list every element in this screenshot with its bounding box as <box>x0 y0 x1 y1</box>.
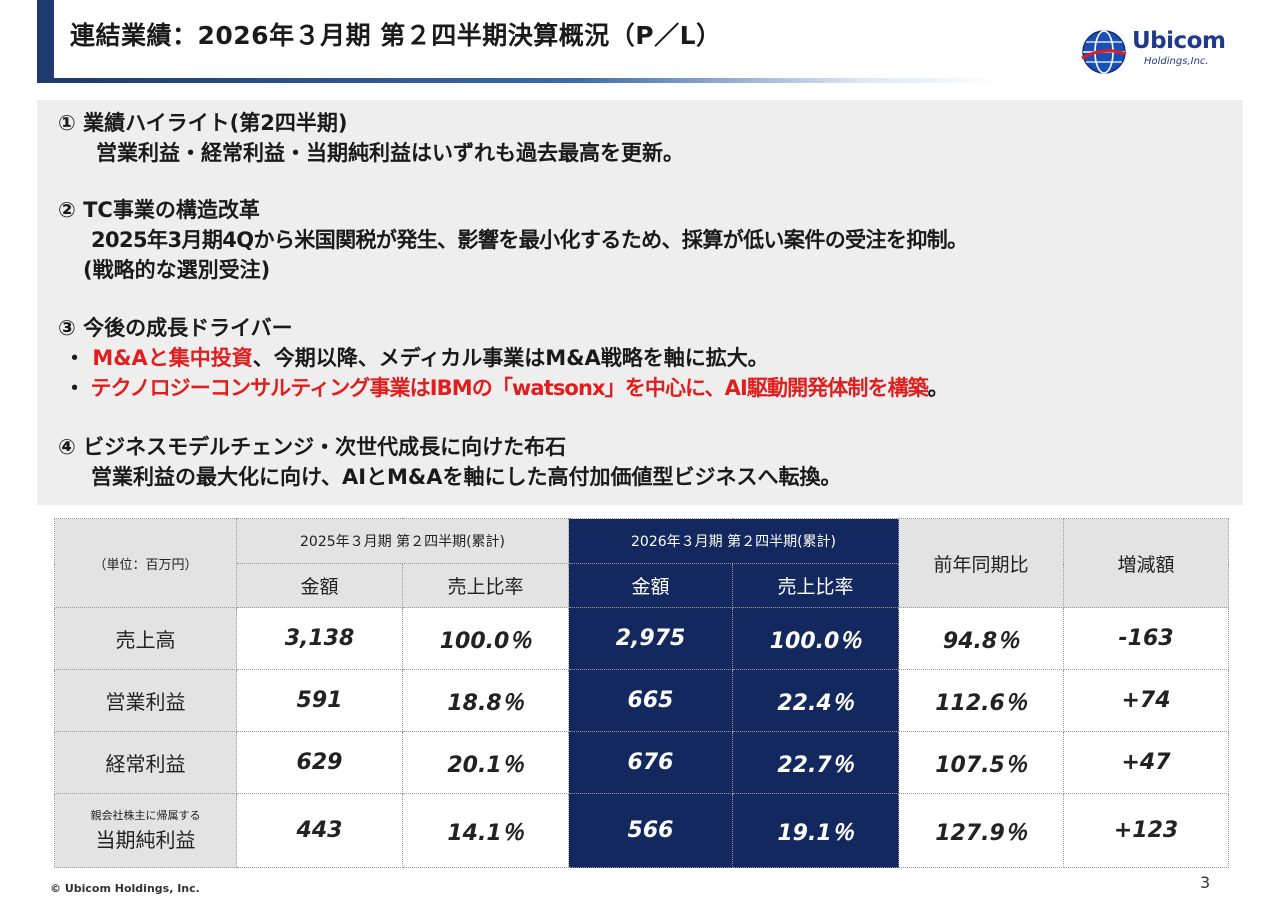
title-accent-bar <box>37 0 54 83</box>
curr-amount: 665 <box>568 669 734 732</box>
page-number: 3 <box>1200 873 1211 892</box>
highlight-section-2: ② TC事業の構造改革 2025年3月期4Qから米国関税が発生、影響を最小化する… <box>58 195 968 285</box>
emphasis-text: M&Aと集中投資 <box>92 346 253 370</box>
section-heading: ③ 今後の成長ドライバー <box>58 316 293 340</box>
row-label-prefix: 親会社株主に帰属する <box>90 809 201 822</box>
section-text: 営業利益・経常利益・当期純利益はいずれも過去最高を更新。 <box>96 141 684 165</box>
row-label-cell: 親会社株主に帰属する 当期純利益 <box>54 793 237 868</box>
curr-ratio: 19.1％ <box>732 793 900 868</box>
prev-amount: 3,138 <box>236 607 403 670</box>
bullet-text: 、今期以降、メディカル事業はM&A戦略を軸に拡大。 <box>252 346 769 370</box>
yoy-header: 前年同期比 <box>898 518 1065 608</box>
curr-ratio: 100.0％ <box>732 607 900 670</box>
curr-ratio: 22.7％ <box>732 731 900 794</box>
curr-amount: 566 <box>568 793 734 868</box>
logo-wordmark: Ubicom <box>1132 28 1226 54</box>
row-label: 売上高 <box>54 607 237 670</box>
row-label: 営業利益 <box>54 669 237 732</box>
emphasis-text: テクノロジーコンサルティング事業はIBMの「watsonx」を中心に、AI駆動開… <box>90 376 929 400</box>
diff-value: +47 <box>1063 731 1230 794</box>
diff-value: +123 <box>1063 793 1230 868</box>
prev-amount: 629 <box>236 731 403 794</box>
yoy-value: 112.6％ <box>898 669 1065 732</box>
diff-value: +74 <box>1063 669 1230 732</box>
highlight-section-4: ④ ビジネスモデルチェンジ・次世代成長に向けた布石 営業利益の最大化に向け、AI… <box>58 432 841 492</box>
section-text: (戦略的な選別受注) <box>83 258 271 282</box>
prev-amount: 591 <box>236 669 403 732</box>
pl-summary-table: （単位：百万円） 2025年３月期 第２四半期(累計) 2026年３月期 第２四… <box>54 518 1230 868</box>
yoy-value: 107.5％ <box>898 731 1065 794</box>
prev-period-header: 2025年３月期 第２四半期(累計) <box>235 518 570 564</box>
bullet-mark: ・ <box>64 376 85 400</box>
curr-amount: 2,975 <box>568 607 734 670</box>
page-title: 連結業績：2026年３月期 第２四半期決算概況（P／L） <box>70 21 722 50</box>
curr-amount: 676 <box>568 731 734 794</box>
section-heading: ④ ビジネスモデルチェンジ・次世代成長に向けた布石 <box>58 435 567 459</box>
bullet-mark: ・ <box>64 346 85 370</box>
prev-ratio: 100.0％ <box>401 607 570 670</box>
prev-ratio: 14.1％ <box>401 793 570 868</box>
curr-amount-header: 金額 <box>568 563 734 608</box>
diff-header: 増減額 <box>1063 518 1230 608</box>
section-text: 営業利益の最大化に向け、AIとM&Aを軸にした高付加価値型ビジネスへ転換。 <box>91 465 842 489</box>
logo-subtitle: Holdings,Inc. <box>1144 56 1209 67</box>
prev-amount: 443 <box>236 793 403 868</box>
company-logo: Ubicom Holdings,Inc. <box>1080 26 1226 78</box>
yoy-value: 127.9％ <box>898 793 1065 868</box>
yoy-value: 94.8％ <box>898 607 1065 670</box>
copyright-notice: © Ubicom Holdings, Inc. <box>50 882 200 895</box>
table-header-row: （単位：百万円） 2025年３月期 第２四半期(累計) 2026年３月期 第２四… <box>54 518 1230 608</box>
table-row: 売上高 3,138 100.0％ 2,975 100.0％ 94.8％ -163 <box>54 607 1230 670</box>
curr-period-header: 2026年３月期 第２四半期(累計) <box>568 518 900 564</box>
prev-ratio-header: 売上比率 <box>401 563 570 608</box>
globe-logo-icon <box>1081 30 1127 74</box>
prev-ratio: 18.8％ <box>401 669 570 732</box>
bullet-item: ・ テクノロジーコンサルティング事業はIBMの「watsonx」を中心に、AI駆… <box>64 373 949 403</box>
section-text: 2025年3月期4Qから米国関税が発生、影響を最小化するため、採算が低い案件の受… <box>91 228 968 252</box>
bullet-item: ・ M&Aと集中投資、今期以降、メディカル事業はM&A戦略を軸に拡大。 <box>64 343 948 373</box>
curr-ratio-header: 売上比率 <box>732 563 900 608</box>
highlight-section-1: ① 業績ハイライト(第2四半期) 営業利益・経常利益・当期純利益はいずれも過去最… <box>58 108 684 168</box>
row-label: 当期純利益 <box>95 828 196 852</box>
highlights-panel <box>37 100 1243 505</box>
table-row: 親会社株主に帰属する 当期純利益 443 14.1％ 566 19.1％ 127… <box>54 793 1230 868</box>
section-heading: ① 業績ハイライト(第2四半期) <box>58 111 348 135</box>
prev-ratio: 20.1％ <box>401 731 570 794</box>
section-heading: ② TC事業の構造改革 <box>58 198 260 222</box>
curr-ratio: 22.4％ <box>732 669 900 732</box>
row-label: 経常利益 <box>54 731 237 794</box>
table-subheader-row: 金額 売上比率 金額 売上比率 <box>55 563 1229 608</box>
title-underline <box>54 78 1004 83</box>
table-row: 経常利益 629 20.1％ 676 22.7％ 107.5％ +47 <box>54 731 1230 794</box>
bullet-text: 。 <box>927 376 949 400</box>
diff-value: -163 <box>1063 607 1230 670</box>
unit-label: （単位：百万円） <box>54 518 237 608</box>
highlight-section-3: ③ 今後の成長ドライバー ・ M&Aと集中投資、今期以降、メディカル事業はM&A… <box>58 313 949 403</box>
prev-amount-header: 金額 <box>236 563 403 608</box>
table-row: 営業利益 591 18.8％ 665 22.4％ 112.6％ +74 <box>54 669 1230 732</box>
